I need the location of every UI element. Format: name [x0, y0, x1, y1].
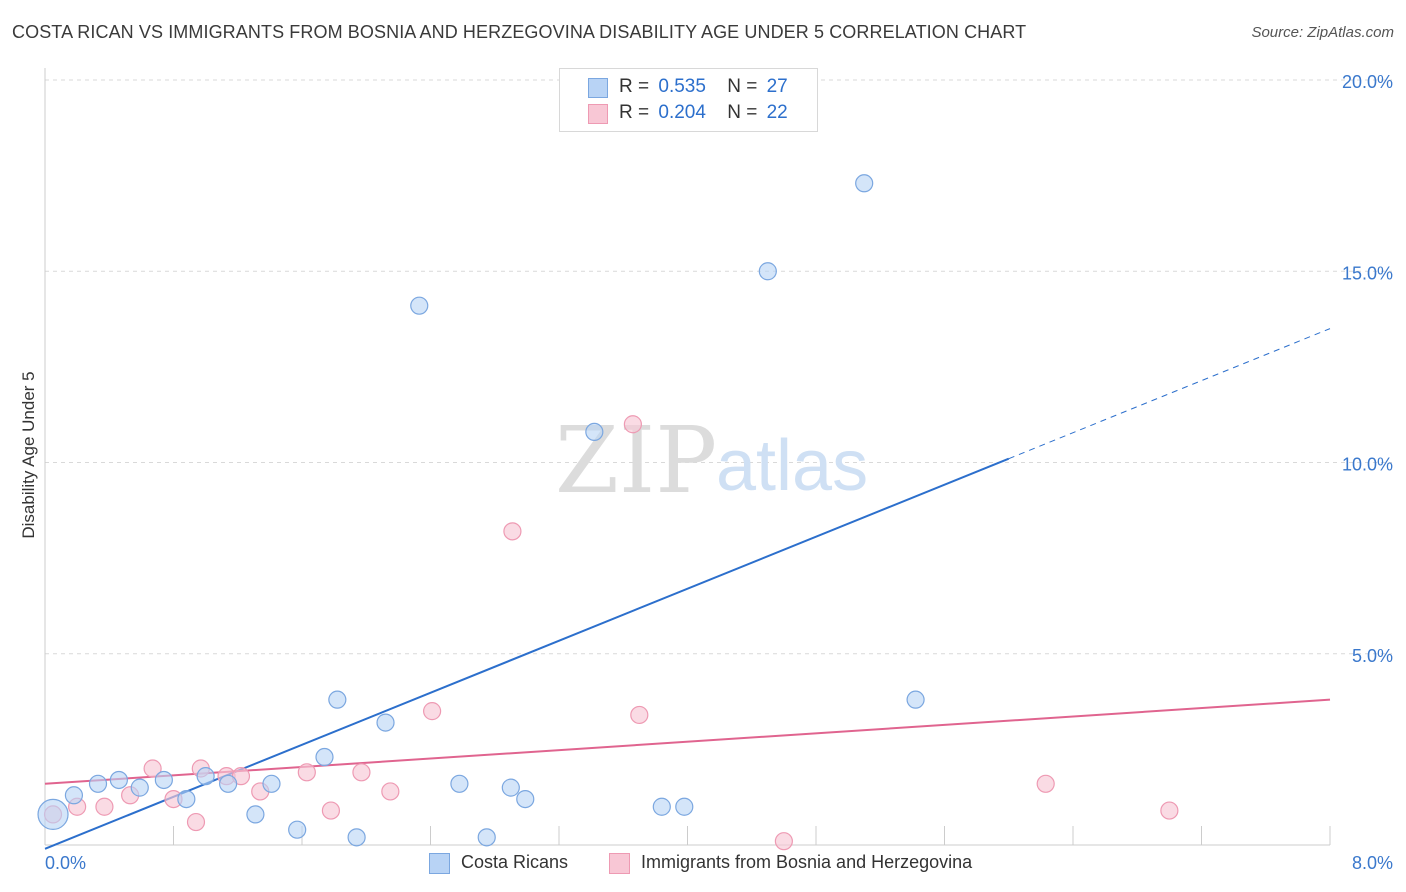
y-tick-label: 15.0% [1342, 263, 1393, 283]
point-bosnia [423, 702, 442, 721]
bottom-legend-swatch-pink [609, 853, 630, 874]
point-bosnia [503, 522, 522, 541]
point-bosnia [630, 705, 649, 725]
point-costa-ricans [516, 789, 535, 809]
point-costa-ricans [288, 820, 307, 839]
legend-n-value: 27 [766, 76, 788, 97]
point-bosnia [352, 763, 371, 782]
legend-r-value: 0.204 [658, 102, 706, 123]
point-bosnia [186, 812, 206, 832]
legend-r-value: 0.535 [658, 76, 706, 97]
y-axis-label: Disability Age Under 5 [19, 371, 38, 538]
point-costa-ricans [410, 296, 429, 315]
x-tick-label: 0.0% [45, 853, 86, 873]
y-tick-label: 10.0% [1342, 455, 1393, 475]
point-bosnia [1036, 774, 1055, 793]
legend-n-label: N = [727, 102, 758, 123]
point-costa-ricans [758, 262, 777, 281]
point-costa-ricans [64, 786, 84, 805]
point-costa-ricans [855, 174, 874, 193]
chart-title: COSTA RICAN VS IMMIGRANTS FROM BOSNIA AN… [12, 22, 1027, 42]
point-costa-ricans [450, 774, 469, 793]
point-costa-ricans [501, 778, 520, 797]
point-costa-ricans [315, 747, 334, 767]
point-costa-ricans [328, 690, 347, 709]
correlation-legend: R = 0.535 N = 27 R = 0.204 N = 22 [559, 68, 818, 132]
point-costa-ricans [37, 798, 69, 831]
point-costa-ricans [109, 770, 128, 790]
legend-swatch-pink [588, 104, 608, 124]
point-bosnia [381, 782, 400, 801]
point-costa-ricans [652, 797, 671, 816]
bottom-legend-label: Immigrants from Bosnia and Herzegovina [641, 852, 973, 872]
y-tick-label: 5.0% [1352, 646, 1393, 666]
point-bosnia [143, 759, 162, 778]
x-tick-label: 8.0% [1352, 853, 1393, 873]
legend-n-value: 22 [766, 102, 788, 123]
point-bosnia [623, 415, 642, 434]
legend-swatch-blue [588, 78, 608, 98]
point-costa-ricans [246, 805, 265, 824]
point-bosnia [321, 801, 341, 820]
legend-n-label: N = [727, 76, 758, 97]
point-costa-ricans [177, 789, 196, 809]
point-costa-ricans [130, 778, 149, 797]
source-note: Source: ZipAtlas.com [1251, 24, 1394, 41]
point-costa-ricans [196, 767, 215, 786]
point-costa-ricans [262, 774, 281, 793]
y-tick-label: 20.0% [1342, 72, 1393, 92]
point-costa-ricans [154, 770, 173, 790]
bottom-legend-swatch-blue [429, 853, 450, 874]
axes [44, 68, 1331, 846]
point-costa-ricans [219, 774, 238, 793]
tick-labels: 5.0% 10.0% 15.0% 20.0% 0.0% 8.0% [45, 72, 1393, 873]
legend-r-label: R = [619, 76, 650, 97]
point-costa-ricans [906, 690, 925, 709]
bottom-legend-label: Costa Ricans [461, 852, 569, 872]
watermark: ZIP atlas [555, 407, 868, 514]
point-bosnia [1160, 801, 1179, 820]
watermark-atlas: atlas [716, 426, 868, 506]
legend-r-label: R = [619, 102, 650, 123]
point-costa-ricans [585, 422, 604, 441]
point-costa-ricans [376, 713, 395, 732]
data-points [37, 174, 1179, 851]
trend-line-costa-ricans-extension [1008, 328, 1331, 460]
point-costa-ricans [347, 828, 366, 847]
point-bosnia [95, 797, 114, 816]
point-costa-ricans [675, 797, 694, 816]
point-bosnia [774, 832, 793, 851]
point-costa-ricans [477, 828, 496, 847]
point-costa-ricans [88, 774, 108, 793]
gridlines [45, 79, 1392, 655]
trend-line-bosnia [44, 698, 1331, 785]
point-bosnia [297, 763, 316, 782]
